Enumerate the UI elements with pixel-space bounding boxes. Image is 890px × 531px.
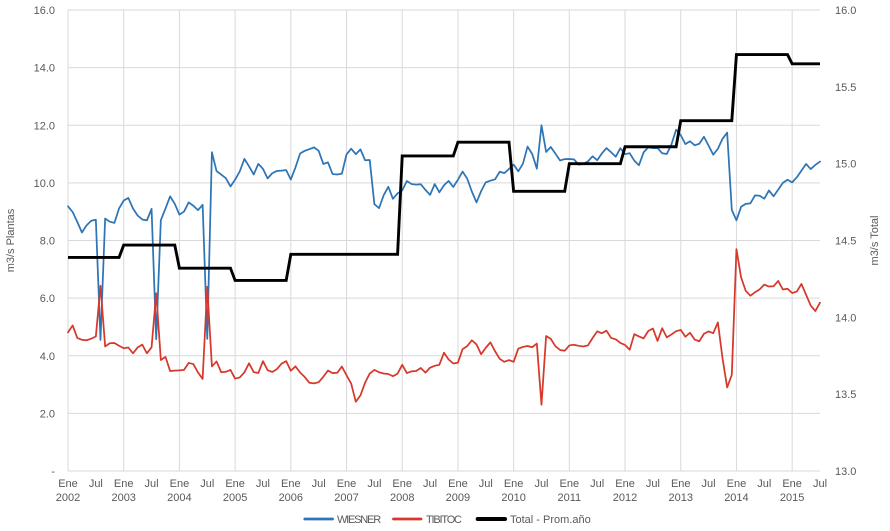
svg-text:2007: 2007 [334,492,358,504]
svg-text:2005: 2005 [223,492,247,504]
svg-text:TIBITOC: TIBITOC [426,514,462,526]
svg-text:2010: 2010 [501,492,525,504]
svg-text:2002: 2002 [56,492,80,504]
svg-text:Jul: Jul [200,478,214,490]
svg-text:2008: 2008 [390,492,414,504]
svg-text:2013: 2013 [668,492,692,504]
svg-text:16.0: 16.0 [835,5,856,17]
svg-text:12.0: 12.0 [34,120,55,132]
svg-text:2.0: 2.0 [40,408,55,420]
svg-text:2006: 2006 [279,492,303,504]
svg-text:Jul: Jul [312,478,326,490]
svg-text:14.5: 14.5 [835,236,856,248]
svg-text:Ene: Ene [281,478,301,490]
svg-text:Jul: Jul [367,478,381,490]
svg-text:Jul: Jul [702,478,716,490]
svg-text:14.0: 14.0 [34,63,55,75]
svg-text:Ene: Ene [337,478,357,490]
svg-text:WIESNER: WIESNER [337,514,381,526]
svg-text:Ene: Ene [58,478,78,490]
svg-text:15.0: 15.0 [835,159,856,171]
svg-text:2003: 2003 [111,492,135,504]
svg-text:Jul: Jul [590,478,604,490]
svg-text:m3/s Total: m3/s Total [869,216,881,266]
svg-text:Ene: Ene [727,478,747,490]
svg-text:6.0: 6.0 [40,293,55,305]
svg-text:15.5: 15.5 [835,82,856,94]
svg-text:2015: 2015 [780,492,804,504]
svg-text:16.0: 16.0 [34,5,55,17]
svg-text:Ene: Ene [504,478,524,490]
svg-text:13.0: 13.0 [835,466,856,478]
svg-text:Ene: Ene [392,478,412,490]
svg-text:Jul: Jul [423,478,437,490]
svg-text:2004: 2004 [167,492,191,504]
svg-text:2009: 2009 [446,492,470,504]
svg-text:10.0: 10.0 [34,178,55,190]
svg-text:Ene: Ene [560,478,580,490]
svg-text:8.0: 8.0 [40,236,55,248]
svg-text:Total - Prom.año: Total - Prom.año [510,514,591,526]
svg-text:Jul: Jul [145,478,159,490]
svg-text:Ene: Ene [170,478,190,490]
svg-text:Jul: Jul [479,478,493,490]
svg-text:Ene: Ene [448,478,468,490]
svg-text:Ene: Ene [114,478,134,490]
svg-text:2014: 2014 [724,492,748,504]
svg-text:2011: 2011 [558,492,582,504]
svg-text:Ene: Ene [225,478,245,490]
svg-text:4.0: 4.0 [40,351,55,363]
svg-text:m3/s Plantas: m3/s Plantas [5,208,17,272]
svg-text:14.0: 14.0 [835,312,856,324]
svg-text:Jul: Jul [89,478,103,490]
svg-text:Jul: Jul [757,478,771,490]
svg-text:Ene: Ene [615,478,635,490]
svg-text:13.5: 13.5 [835,389,856,401]
svg-text:Jul: Jul [646,478,660,490]
svg-text:2012: 2012 [613,492,637,504]
svg-text:Jul: Jul [534,478,548,490]
svg-text:Jul: Jul [813,478,827,490]
svg-text:Ene: Ene [671,478,691,490]
svg-text:Ene: Ene [782,478,802,490]
svg-text:-: - [51,466,55,478]
svg-text:Jul: Jul [256,478,270,490]
